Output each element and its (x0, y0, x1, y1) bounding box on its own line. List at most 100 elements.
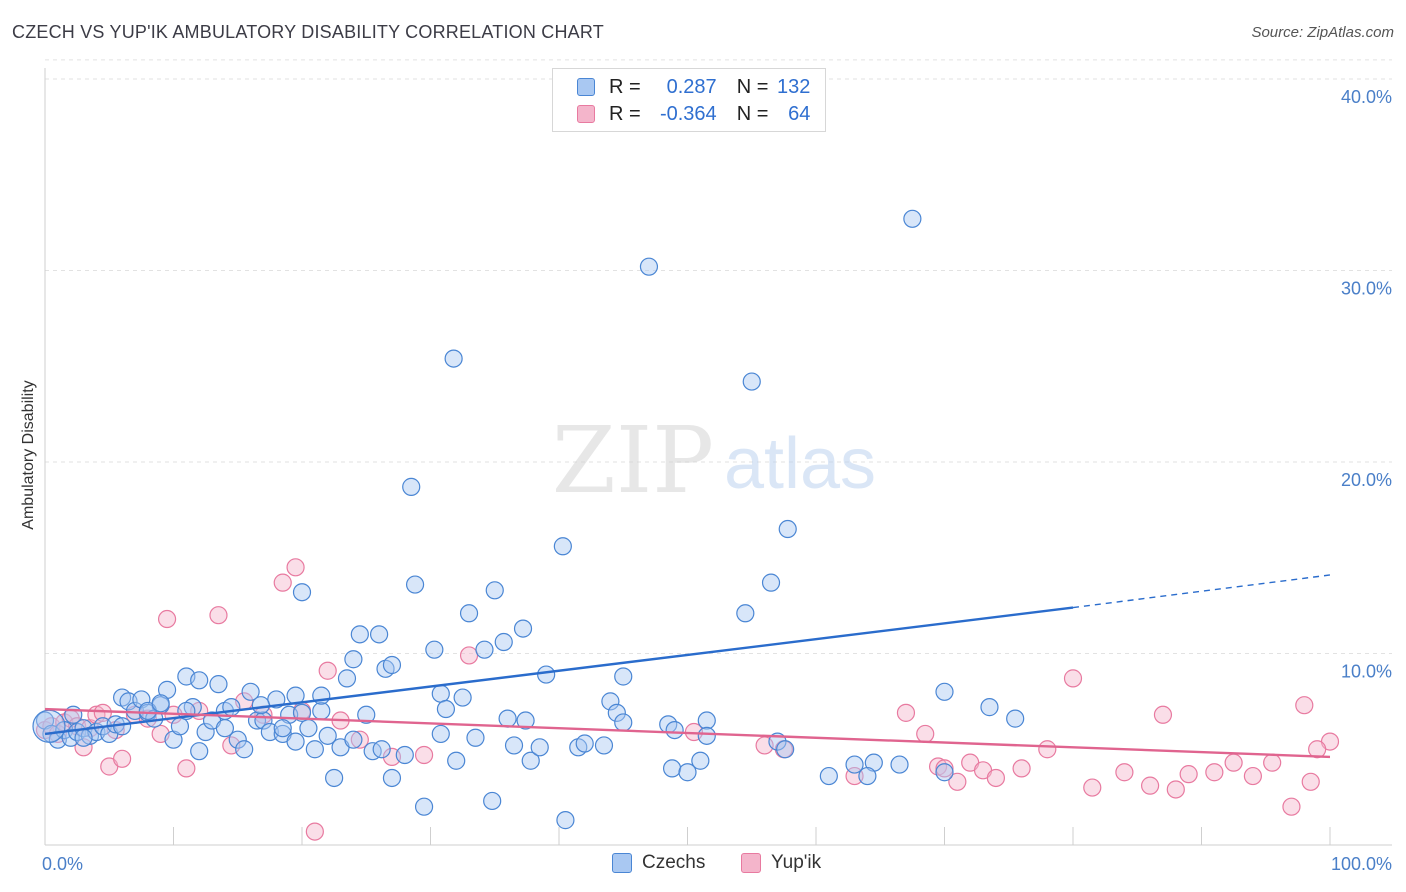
legend-row-czechs: R = 0.287 N = 132 (577, 75, 810, 99)
czechs-point (395, 745, 414, 765)
czechs-point (530, 738, 549, 757)
czechs-point (980, 698, 999, 717)
yupik-point (1205, 763, 1224, 782)
yupik-point (1243, 766, 1263, 786)
czechs-point (665, 720, 684, 740)
czechs-trend-line (44, 606, 1074, 736)
czechs-point (299, 719, 318, 738)
watermark: ZIP atlas (552, 407, 876, 514)
czechs-trend-extension (1072, 574, 1331, 609)
yupik-point (1179, 765, 1198, 784)
legend-r-label: R = (609, 75, 641, 98)
czechs-point (697, 726, 716, 745)
czechs-point (241, 682, 260, 701)
legend-label-yupik: Yup'ik (771, 852, 822, 873)
czechs-point (483, 791, 502, 811)
czechs-point (639, 257, 659, 276)
czechs-point (504, 736, 524, 755)
czechs-point (305, 740, 324, 759)
legend-n-label: N = (736, 75, 769, 98)
yupik-point (112, 749, 132, 768)
yupik-point (1224, 753, 1243, 772)
yupik-point (1166, 780, 1185, 799)
yupik-point (916, 724, 935, 744)
czechs-point (594, 736, 614, 755)
czechs-point (325, 768, 344, 788)
yupik-point (1063, 669, 1083, 688)
czechs-point (935, 682, 954, 701)
czechs-point (607, 703, 626, 722)
legend-item-czechs: Czechs (612, 852, 705, 874)
czechs-point (151, 694, 170, 713)
czechs-point (444, 349, 463, 368)
czechs-point (819, 766, 838, 786)
legend-n-value: 132 (777, 75, 811, 98)
x-tick-label: 100.0% (1331, 854, 1392, 874)
czechs-point (382, 655, 402, 675)
yupik-swatch-icon (741, 853, 761, 873)
czechs-point (190, 742, 209, 761)
czechs-point (776, 740, 795, 759)
czechs-cluster-point (32, 709, 66, 743)
czechs-point (357, 705, 376, 724)
yupik-point (273, 573, 292, 592)
source-credit: Source: ZipAtlas.com (1251, 24, 1394, 41)
grid-lines (45, 59, 1392, 654)
czechs-point (273, 719, 292, 738)
yupik-point (318, 661, 337, 680)
legend-item-yupik: Yup'ik (741, 852, 821, 874)
yupik-point (157, 609, 177, 629)
yupik-point (350, 730, 369, 749)
legend-r-label: R = (609, 102, 641, 125)
czechs-point (459, 604, 479, 623)
czechs-point (845, 755, 864, 774)
czechs-point (170, 717, 190, 736)
czechs-point (431, 684, 450, 703)
yupik-swatch-icon (577, 105, 595, 123)
czechs-point (312, 701, 331, 721)
czechs-point (575, 734, 594, 753)
trend-lines (44, 574, 1331, 759)
czechs-point (691, 751, 710, 770)
y-tick-label: 10.0% (1341, 662, 1392, 682)
czechs-point (318, 726, 337, 745)
legend-label-czechs: Czechs (642, 852, 706, 873)
czechs-point (414, 797, 434, 816)
czechs-point (521, 751, 540, 770)
yupik-point (74, 738, 93, 757)
czechs-point (453, 688, 472, 707)
czechs-swatch-icon (577, 78, 595, 96)
yupik-point (93, 703, 112, 722)
yupik-point (209, 606, 228, 625)
czechs-point (513, 619, 533, 638)
czechs-point (935, 763, 954, 782)
czechs-point (235, 740, 254, 759)
y-tick-label: 40.0% (1341, 87, 1392, 107)
correlation-legend: R = 0.287 N = 132 R = -0.364 N = 64 (552, 68, 826, 132)
czechs-point (485, 581, 504, 600)
watermark-atlas: atlas (724, 424, 876, 504)
czechs-point (251, 696, 270, 715)
chart-title: CZECH VS YUP'IK AMBULATORY DISABILITY CO… (12, 22, 604, 42)
czechs-point (697, 711, 716, 730)
czechs-point (537, 665, 556, 684)
czechs-point (858, 766, 877, 786)
yupik-point (1115, 763, 1134, 782)
czechs-point (1006, 709, 1025, 728)
watermark-zip: ZIP (552, 407, 714, 514)
czechs-point (196, 722, 215, 742)
yupik-point (459, 646, 479, 665)
czechs-point (553, 537, 572, 556)
czechs-point (222, 698, 241, 717)
czechs-point (761, 573, 781, 592)
czechs-point (372, 740, 391, 759)
axes (44, 68, 1392, 846)
czechs-point (890, 755, 909, 774)
czechs-point (292, 583, 312, 602)
czechs-point (363, 742, 382, 761)
czechs-points (32, 209, 1025, 830)
czechs-point (405, 575, 425, 594)
czechs-point (556, 811, 575, 830)
czechs-point (228, 730, 247, 749)
